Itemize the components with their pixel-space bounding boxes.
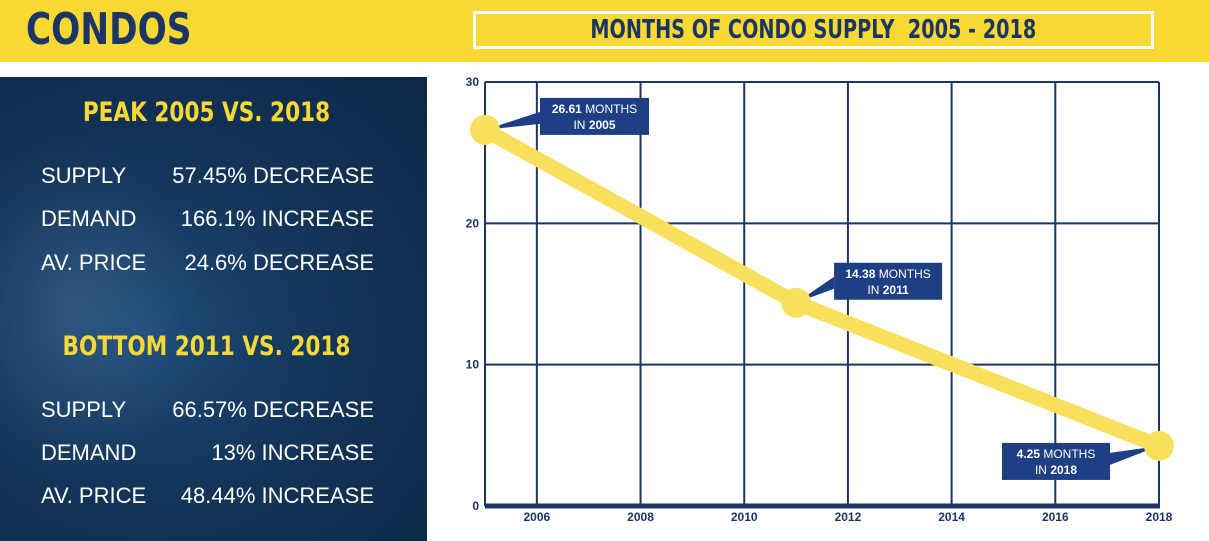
stat-label: SUPPLY [41,163,127,188]
data-label-year: IN 2011 [867,283,909,297]
stat-value: 24.6% DECREASE [184,250,374,275]
chart-title: MONTHS OF CONDO SUPPLY 2005 - 2018 [590,15,1037,45]
data-point [781,287,812,318]
data-callout-box [540,97,649,135]
stat-label: SUPPLY [41,397,127,422]
x-tick-label: 2008 [627,510,654,524]
bottom-price-row: AV. PRICE 48.44% INCREASE [0,483,427,513]
data-label: 26.61 MONTHS [552,102,637,116]
stat-label: DEMAND [41,206,137,231]
stat-label: DEMAND [41,440,137,465]
header-band [0,0,1209,62]
chart-title-box: MONTHS OF CONDO SUPPLY 2005 - 2018 [473,11,1154,49]
data-label: 14.38 MONTHS [845,267,930,281]
panel-background-flare [0,137,200,477]
x-tick-label: 2012 [835,510,862,524]
bottom-supply-row: SUPPLY 66.57% DECREASE [0,397,427,427]
data-callout-box [1002,442,1110,480]
y-tick-label: 20 [466,216,480,230]
x-tick-label: 2006 [523,510,550,524]
peak-supply-row: SUPPLY 57.45% DECREASE [0,163,427,193]
data-point [470,114,500,145]
peak-price-row: AV. PRICE 24.6% DECREASE [0,250,427,280]
stat-value: 66.57% DECREASE [172,397,374,422]
data-point [1144,430,1174,461]
data-label-year: IN 2005 [573,118,615,132]
stat-value: 13% INCREASE [211,440,374,465]
stats-panel: PEAK 2005 VS. 2018 SUPPLY 57.45% DECREAS… [0,77,427,541]
data-callout-box [834,262,943,300]
bottom-heading: BOTTOM 2011 VS. 2018 [62,331,351,362]
stat-label: AV. PRICE [41,483,147,508]
y-tick-label: 0 [472,499,479,513]
data-label: 4.25 MONTHS [1017,447,1096,461]
y-tick-label: 30 [466,75,480,89]
x-tick-label: 2016 [1042,510,1069,524]
callout-pointer [796,276,835,303]
x-tick-label: 2014 [938,510,965,524]
peak-demand-row: DEMAND 166.1% INCREASE [0,206,427,236]
stat-value: 57.45% DECREASE [172,163,374,188]
brand-title: CONDOS [26,4,192,55]
x-tick-label: 2018 [1146,510,1173,524]
supply-line-chart: 0 10 20 30 2006 2008 2010 2012 2014 2016 2018 26.61… [466,75,1174,524]
stat-value: 166.1% INCREASE [180,206,374,231]
y-tick-label: 10 [466,358,480,372]
stat-value: 48.44% INCREASE [180,483,374,508]
stat-label: AV. PRICE [41,250,147,275]
peak-heading: PEAK 2005 VS. 2018 [82,97,331,128]
x-tick-label: 2010 [731,510,758,524]
bottom-demand-row: DEMAND 13% INCREASE [0,440,427,470]
data-label-year: IN 2018 [1035,463,1077,477]
